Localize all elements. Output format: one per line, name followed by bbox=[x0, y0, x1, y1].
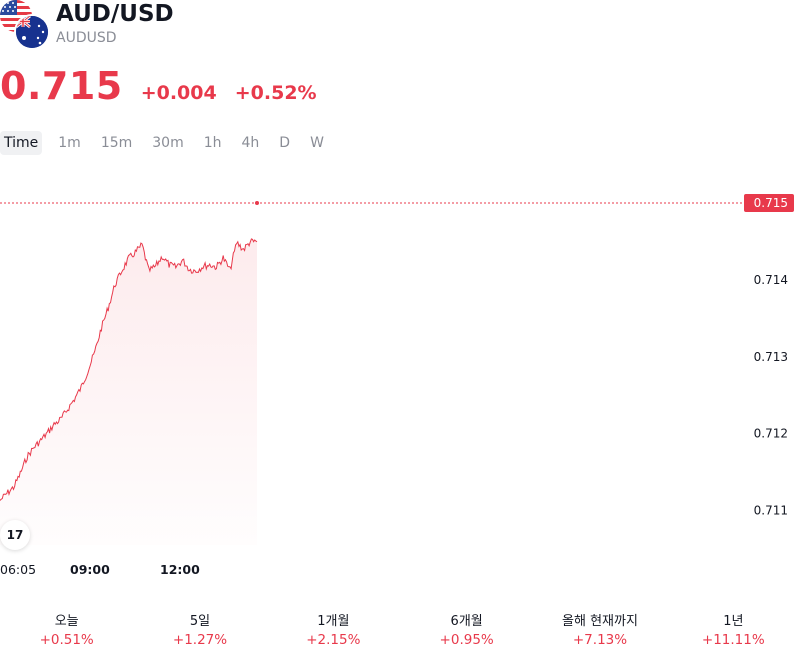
y-tick-label: 0.713 bbox=[754, 350, 788, 364]
period-value: +11.11% bbox=[701, 632, 765, 648]
chart-area-fill bbox=[0, 238, 257, 545]
interval-tabs: Time 1m 15m 30m 1h 4h D W bbox=[0, 131, 336, 155]
x-tick-label: 09:00 bbox=[70, 562, 110, 577]
x-tick-label: 06:05 bbox=[0, 562, 36, 577]
performance-periods: 오늘 +0.51% 5일 +1.27% 1개월 +2.15% 6개월 +0.95… bbox=[0, 610, 800, 648]
period-label: 1년 bbox=[723, 614, 744, 629]
period-value: +7.13% bbox=[572, 632, 628, 648]
pair-symbol: AUDUSD bbox=[56, 30, 117, 46]
period-label: 1개월 bbox=[317, 614, 350, 629]
australia-flag-icon bbox=[16, 16, 48, 48]
tab-15m[interactable]: 15m bbox=[100, 135, 133, 151]
currency-flags bbox=[0, 0, 50, 50]
period-value: +1.27% bbox=[172, 632, 228, 648]
tab-1m[interactable]: 1m bbox=[58, 135, 81, 151]
period-1y[interactable]: 1년 +11.11% bbox=[667, 610, 800, 648]
price-change: +0.004 bbox=[140, 82, 217, 104]
pair-title: AUD/USD bbox=[56, 1, 174, 27]
period-5d[interactable]: 5일 +1.27% bbox=[133, 610, 266, 648]
period-value: +0.95% bbox=[439, 632, 494, 648]
y-tick-label: 0.714 bbox=[754, 273, 788, 287]
price-row: 0.715 +0.004 +0.52% bbox=[0, 64, 317, 108]
chart-series-line bbox=[0, 238, 258, 501]
period-value: +0.51% bbox=[39, 632, 94, 648]
last-price-marker bbox=[255, 201, 259, 205]
tab-30m[interactable]: 30m bbox=[152, 135, 184, 151]
tradingview-logo-icon[interactable]: 17 bbox=[0, 520, 30, 550]
last-price-badge bbox=[744, 194, 794, 212]
period-label: 6개월 bbox=[450, 614, 483, 629]
tab-4h[interactable]: 4h bbox=[241, 135, 260, 151]
price-change-percent: +0.52% bbox=[234, 82, 317, 104]
y-tick-label: 0.711 bbox=[754, 504, 788, 518]
tab-d[interactable]: D bbox=[279, 135, 291, 151]
tab-time[interactable]: Time bbox=[0, 131, 43, 155]
period-value: +2.15% bbox=[306, 632, 361, 648]
y-tick-label: 0.712 bbox=[754, 427, 788, 441]
period-6m[interactable]: 6개월 +0.95% bbox=[400, 610, 533, 648]
period-today[interactable]: 오늘 +0.51% bbox=[0, 610, 133, 648]
tab-w[interactable]: W bbox=[310, 135, 324, 151]
tab-1h[interactable]: 1h bbox=[203, 135, 222, 151]
period-1m[interactable]: 1개월 +2.15% bbox=[267, 610, 400, 648]
current-price: 0.715 bbox=[0, 64, 123, 108]
period-label: 5일 bbox=[189, 614, 211, 629]
price-chart[interactable]: 0.715 0.714 0.713 0.712 0.711 06:05 09:00 12:0… bbox=[0, 165, 800, 585]
last-price-label: 0.715 bbox=[754, 196, 788, 210]
period-ytd[interactable]: 올해 현재까지 +7.13% bbox=[533, 610, 666, 648]
period-label: 오늘 bbox=[54, 614, 79, 629]
x-tick-label: 12:00 bbox=[160, 562, 200, 577]
period-label: 올해 현재까지 bbox=[562, 614, 638, 629]
